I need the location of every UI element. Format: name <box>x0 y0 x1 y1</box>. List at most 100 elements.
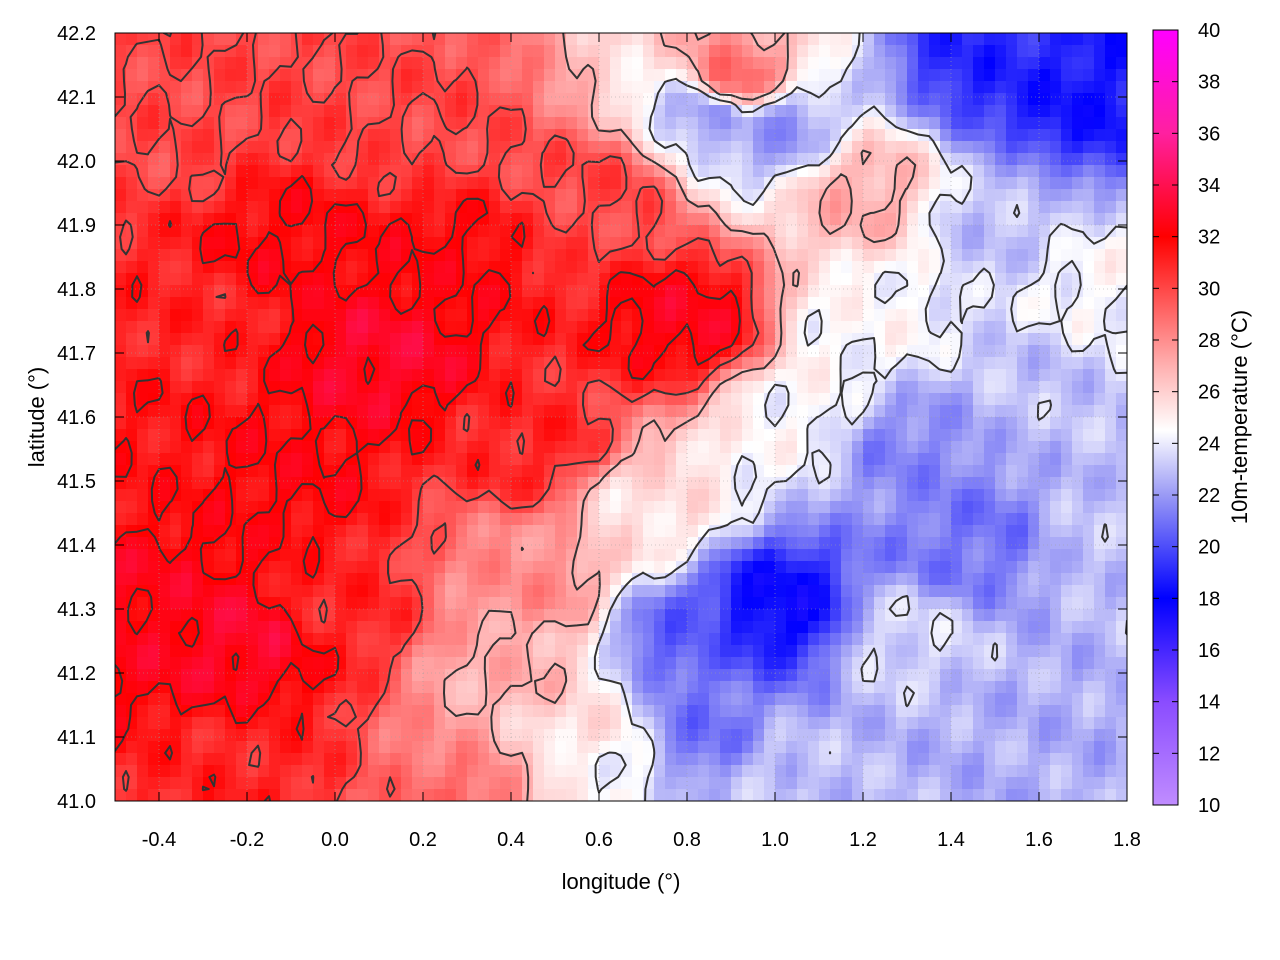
heatmap-cell <box>687 489 699 502</box>
heatmap-cell <box>555 81 567 94</box>
heatmap-cell <box>357 345 369 358</box>
heatmap-cell <box>247 453 259 466</box>
heatmap-cell <box>478 405 490 418</box>
heatmap-cell <box>610 525 622 538</box>
heatmap-cell <box>115 285 127 298</box>
heatmap-cell <box>819 621 831 634</box>
heatmap-cell <box>588 609 600 622</box>
heatmap-cell <box>1094 237 1106 250</box>
heatmap-cell <box>797 489 809 502</box>
heatmap-cell <box>973 45 985 58</box>
heatmap-cell <box>555 489 567 502</box>
heatmap-cell <box>148 129 160 142</box>
heatmap-cell <box>225 237 237 250</box>
heatmap-cell <box>819 393 831 406</box>
heatmap-cell <box>170 105 182 118</box>
heatmap-cell <box>412 417 424 430</box>
heatmap-cell <box>907 597 919 610</box>
heatmap-cell <box>302 69 314 82</box>
heatmap-cell <box>797 273 809 286</box>
heatmap-cell <box>1028 441 1040 454</box>
heatmap-cell <box>544 393 556 406</box>
heatmap-cell <box>1083 489 1095 502</box>
heatmap-cell <box>797 129 809 142</box>
heatmap-cell <box>1105 249 1117 262</box>
heatmap-cell <box>1105 117 1117 130</box>
heatmap-cell <box>896 501 908 514</box>
heatmap-cell <box>599 597 611 610</box>
heatmap-cell <box>401 81 413 94</box>
heatmap-cell <box>313 57 325 70</box>
heatmap-cell <box>1039 633 1051 646</box>
heatmap-cell <box>280 45 292 58</box>
heatmap-cell <box>1006 369 1018 382</box>
heatmap-cell <box>478 45 490 58</box>
heatmap-cell <box>379 237 391 250</box>
heatmap-cell <box>423 69 435 82</box>
heatmap-cell <box>830 213 842 226</box>
heatmap-cell <box>918 645 930 658</box>
heatmap-cell <box>885 321 897 334</box>
heatmap-cell <box>1094 465 1106 478</box>
heatmap-cell <box>148 201 160 214</box>
heatmap-cell <box>632 357 644 370</box>
heatmap-cell <box>940 393 952 406</box>
heatmap-cell <box>819 525 831 538</box>
heatmap-cell <box>269 537 281 550</box>
heatmap-cell <box>489 237 501 250</box>
heatmap-cell <box>192 645 204 658</box>
heatmap-cell <box>390 465 402 478</box>
heatmap-cell <box>1083 309 1095 322</box>
heatmap-cell <box>225 57 237 70</box>
heatmap-cell <box>654 237 666 250</box>
heatmap-cell <box>852 609 864 622</box>
heatmap-cell <box>324 357 336 370</box>
heatmap-cell <box>203 501 215 514</box>
heatmap-cell <box>742 69 754 82</box>
heatmap-cell <box>654 417 666 430</box>
heatmap-cell <box>324 465 336 478</box>
heatmap-cell <box>1094 153 1106 166</box>
heatmap-cell <box>687 669 699 682</box>
heatmap-cell <box>896 93 908 106</box>
heatmap-cell <box>643 477 655 490</box>
heatmap-cell <box>698 645 710 658</box>
heatmap-cell <box>478 489 490 502</box>
heatmap-cell <box>1050 477 1062 490</box>
heatmap-cell <box>753 201 765 214</box>
heatmap-cell <box>159 261 171 274</box>
heatmap-cell <box>676 261 688 274</box>
heatmap-cell <box>1083 237 1095 250</box>
heatmap-cell <box>720 393 732 406</box>
heatmap-cell <box>390 93 402 106</box>
heatmap-cell <box>478 33 490 46</box>
heatmap-cell <box>192 453 204 466</box>
heatmap-cell <box>533 537 545 550</box>
heatmap-cell <box>566 333 578 346</box>
heatmap-cell <box>280 273 292 286</box>
heatmap-cell <box>280 537 292 550</box>
heatmap-cell <box>1017 213 1029 226</box>
heatmap-cell <box>929 477 941 490</box>
heatmap-cell <box>390 513 402 526</box>
heatmap-cell <box>709 33 721 46</box>
heatmap-cell <box>291 549 303 562</box>
heatmap-cell <box>346 153 358 166</box>
heatmap-cell <box>830 273 842 286</box>
heatmap-cell <box>335 585 347 598</box>
heatmap-cell <box>775 405 787 418</box>
heatmap-cell <box>852 201 864 214</box>
heatmap-cell <box>654 165 666 178</box>
heatmap-cell <box>918 105 930 118</box>
heatmap-cell <box>599 33 611 46</box>
heatmap-cell <box>1083 441 1095 454</box>
heatmap-cell <box>390 549 402 562</box>
heatmap-cell <box>379 321 391 334</box>
heatmap-cell <box>170 261 182 274</box>
heatmap-cell <box>269 297 281 310</box>
heatmap-cell <box>819 69 831 82</box>
heatmap-cell <box>159 93 171 106</box>
heatmap-cell <box>401 153 413 166</box>
heatmap-cell <box>247 165 259 178</box>
heatmap-cell <box>137 645 149 658</box>
